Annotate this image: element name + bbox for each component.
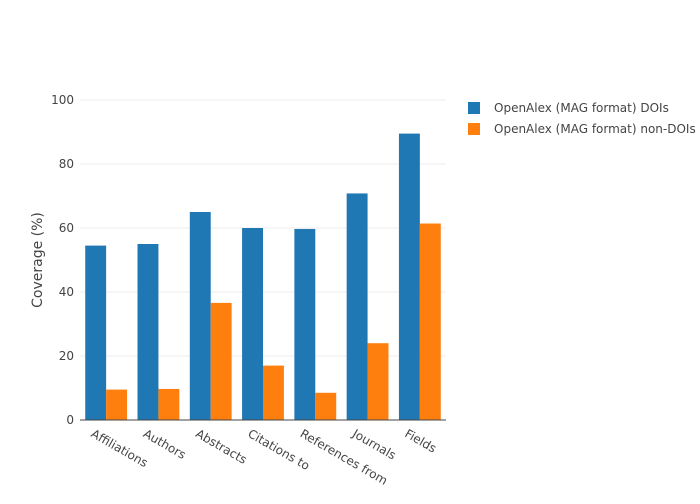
bar-dois-journals[interactable] <box>346 193 368 420</box>
bar-non-dois-authors[interactable] <box>158 388 180 420</box>
bar-non-dois-fields[interactable] <box>419 223 441 420</box>
bar-dois-affiliations[interactable] <box>85 245 107 420</box>
x-tick-label: Affiliations <box>89 426 151 470</box>
bar-dois-references-from[interactable] <box>294 228 316 420</box>
x-tick-label: References from <box>298 426 390 487</box>
y-axis-title: Coverage (%) <box>30 212 46 308</box>
legend-swatch-non-dois[interactable] <box>468 123 480 135</box>
legend-swatch-dois[interactable] <box>468 102 480 114</box>
legend: OpenAlex (MAG format) DOIs OpenAlex (MAG … <box>468 101 696 136</box>
bar-non-dois-references-from[interactable] <box>315 392 337 420</box>
bar-dois-abstracts[interactable] <box>189 212 211 420</box>
bar-dois-citations-to[interactable] <box>242 228 263 420</box>
x-tick-label: Fields <box>402 426 438 455</box>
y-tick-label: 100 <box>51 93 74 107</box>
bars <box>85 133 441 420</box>
bar-non-dois-affiliations[interactable] <box>106 389 128 420</box>
bar-non-dois-journals[interactable] <box>367 343 389 420</box>
y-tick-label: 40 <box>59 285 74 299</box>
y-tick-label: 80 <box>59 157 74 171</box>
y-tick-label: 20 <box>59 349 74 363</box>
y-tick-label: 0 <box>66 413 74 427</box>
bar-non-dois-abstracts[interactable] <box>210 302 232 420</box>
legend-label-non-dois[interactable]: OpenAlex (MAG format) non-DOIs <box>494 122 696 136</box>
legend-label-dois[interactable]: OpenAlex (MAG format) DOIs <box>494 101 669 115</box>
bar-non-dois-citations-to[interactable] <box>263 365 284 420</box>
y-tick-label: 60 <box>59 221 74 235</box>
bar-dois-authors[interactable] <box>137 244 159 420</box>
bar-dois-fields[interactable] <box>398 133 420 420</box>
x-tick-label: Abstracts <box>193 426 249 466</box>
